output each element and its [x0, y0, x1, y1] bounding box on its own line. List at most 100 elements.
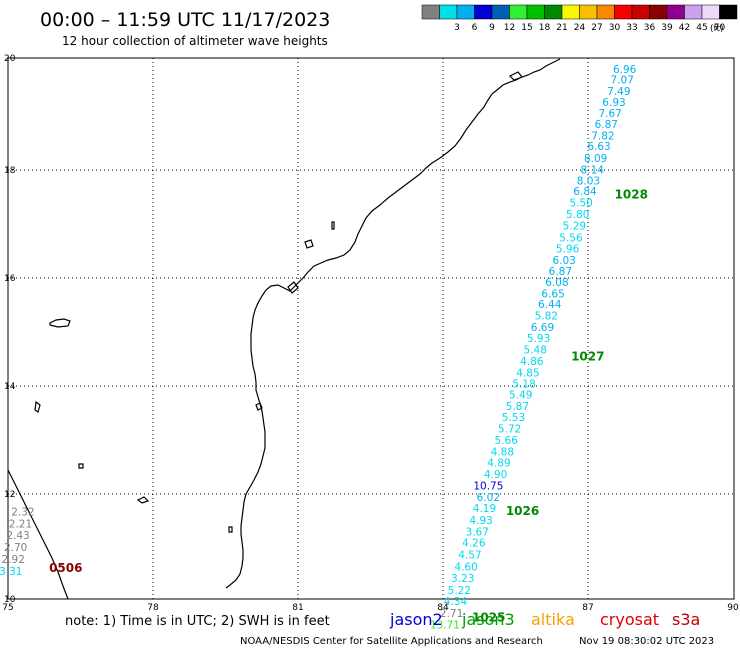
wave-height-label: 4.26	[462, 538, 486, 550]
wave-height-label: 6.87	[595, 119, 618, 131]
wave-height-label: 4.86	[520, 356, 544, 368]
legend-swatch	[544, 4, 563, 20]
plot-frame	[7, 57, 735, 600]
wave-height-label: 4.90	[484, 469, 507, 481]
wave-height-label: 4.60	[454, 562, 477, 574]
island-outline	[331, 221, 335, 230]
coastline	[7, 58, 561, 600]
wave-height-label: 5.49	[509, 390, 532, 402]
satellite-jason2: jason2	[389, 610, 443, 629]
wave-height-label: 8.14	[581, 164, 605, 176]
wave-height-label: 6.65	[541, 288, 564, 300]
map-title: 00:00 – 11:59 UTC 11/17/2023	[40, 9, 330, 31]
wave-height-label: 3.23	[451, 573, 474, 585]
wave-height-label: 5.48	[524, 345, 547, 357]
wave-height-label: 2.92	[2, 554, 25, 566]
y-tick-label: 16	[4, 274, 16, 284]
wave-height-label: 6.84	[573, 186, 597, 198]
wave-height-label: 7.49	[607, 86, 630, 98]
legend-swatch	[509, 4, 528, 20]
wave-height-label: 5.53	[502, 412, 525, 424]
x-tick-label: 84	[437, 603, 449, 613]
wave-height-label: 5.82	[535, 311, 558, 323]
altimeter-tracks: 6.967.077.496.937.676.877.826.638.098.14…	[0, 64, 637, 632]
wave-height-label: 5.93	[527, 333, 550, 345]
wave-height-label: 6.03	[553, 255, 576, 267]
wave-height-label: 7.67	[598, 108, 621, 120]
legend-label: 6	[472, 23, 478, 33]
legend-swatch	[596, 4, 615, 20]
pass-number-label: 1025	[472, 611, 505, 625]
legend-label: 33	[626, 23, 637, 33]
gridlines	[8, 58, 734, 599]
legend-swatch	[526, 4, 545, 20]
footer-note: note: 1) Time is in UTC; 2) SWH is in fe…	[65, 614, 330, 629]
color-legend: 3 6 9 12 15 18 21 24 27 30 33 36 39 42 45 70	[421, 4, 738, 33]
legend-swatch	[701, 4, 720, 20]
legend-swatch	[649, 4, 668, 20]
wave-height-label: 3.67	[466, 526, 489, 538]
x-axis-labels: 75 78 81 84 87 90	[2, 603, 739, 613]
wave-height-label: 2.71	[440, 608, 463, 620]
legend-swatch	[579, 4, 598, 20]
legend-label: 9	[489, 23, 495, 33]
wave-height-label: 5.50	[569, 197, 592, 209]
map-subtitle: 12 hour collection of altimeter wave hei…	[62, 34, 328, 48]
island-outline	[34, 400, 41, 413]
wave-height-label: 4.57	[458, 550, 481, 562]
y-tick-label: 10	[4, 595, 16, 605]
wave-height-label: 6.87	[549, 266, 572, 278]
footer-timestamp: Nov 19 08:30:02 UTC 2023	[579, 636, 714, 647]
island-outline	[49, 318, 71, 328]
wave-height-label: 10.75	[473, 480, 503, 492]
legend-label: 45	[696, 23, 707, 33]
legend-label: 15	[521, 23, 532, 33]
wave-height-label: 6.02	[477, 492, 500, 504]
island-outline	[78, 463, 84, 469]
wave-height-label: 5.22	[448, 585, 471, 597]
wave-height-label: 4.19	[473, 503, 496, 515]
legend-swatch	[491, 4, 510, 20]
wave-height-label: 5.96	[556, 243, 580, 255]
wave-height-label: 2.32	[11, 506, 34, 518]
legend-swatch	[561, 4, 580, 20]
wave-height-label: 4.93	[469, 515, 492, 527]
pass-number-label: 0506	[49, 561, 82, 575]
wave-height-label: 5.80	[566, 209, 589, 221]
wave-height-label: 5.18	[512, 379, 535, 391]
x-tick-label: 75	[2, 603, 13, 613]
legend-label: 12	[504, 23, 515, 33]
x-tick-label: 87	[582, 603, 593, 613]
wave-height-label: 5.87	[506, 401, 529, 413]
wave-height-label: 7.07	[611, 75, 634, 87]
legend-label: 42	[679, 23, 690, 33]
legend-label: 39	[661, 23, 673, 33]
legend-swatch	[474, 4, 493, 20]
legend-unit: (ft)	[710, 24, 724, 34]
island-outline	[304, 239, 314, 249]
wave-height-label: 5.66	[495, 435, 519, 447]
legend-label: 27	[591, 23, 602, 33]
footer-credit: NOAA/NESDIS Center for Satellite Applica…	[240, 636, 543, 647]
wave-height-label: 4.88	[491, 446, 514, 458]
wave-height-label: 5.56	[559, 233, 583, 245]
legend-label: 24	[574, 23, 586, 33]
satellite-altika: altika	[531, 610, 575, 629]
sri-lanka-coastline	[7, 469, 69, 600]
satellite-s3a: s3a	[672, 610, 700, 629]
wave-height-label: 8.09	[584, 153, 607, 165]
x-tick-label: 78	[147, 603, 159, 613]
island-outline	[228, 526, 233, 533]
satellite-jason3: jason3	[461, 610, 515, 629]
legend-swatch	[421, 4, 440, 20]
legend-swatch	[456, 4, 475, 20]
satellite-cryosat: cryosat	[600, 610, 659, 629]
island-outline	[508, 71, 523, 81]
wave-height-label: 5.29	[563, 221, 586, 233]
legend-label: 36	[644, 23, 656, 33]
legend-swatch	[684, 4, 703, 20]
legend-swatch	[666, 4, 685, 20]
wave-height-label: 6.96	[613, 64, 637, 76]
legend-label: 3	[454, 23, 460, 33]
